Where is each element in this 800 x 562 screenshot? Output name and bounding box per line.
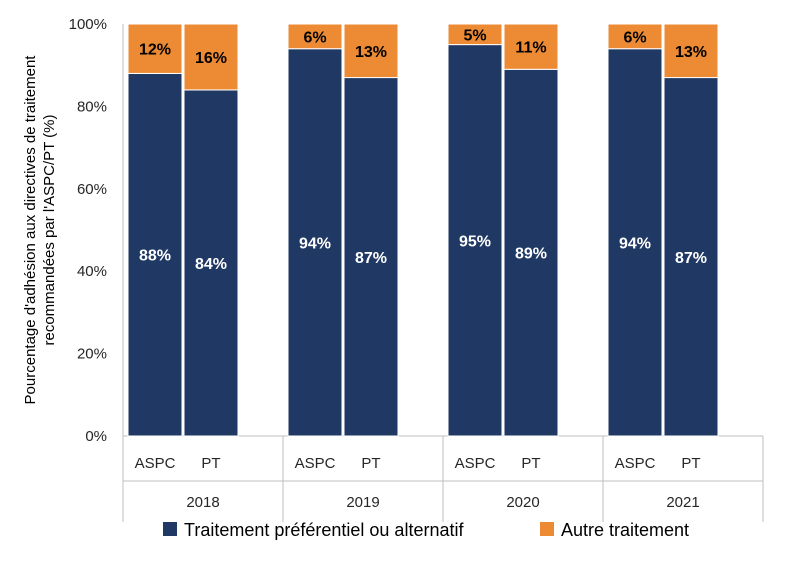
x-category-label: ASPC: [135, 455, 176, 472]
legend-swatch: [163, 522, 177, 536]
data-label: 11%: [515, 40, 546, 57]
data-label: 84%: [195, 256, 227, 273]
bar-segment: [503, 68, 559, 437]
data-label: 94%: [619, 235, 651, 252]
bars: 88% 12% 84% 16% 94% 6% 87% 13% 95% 5% 89% 11% 94% 6% 8…: [127, 23, 719, 437]
x-category-label: PT: [201, 455, 220, 472]
bar-segment: [503, 23, 559, 70]
x-group-label: 2020: [506, 494, 539, 511]
bar-segment: [287, 48, 343, 437]
y-axis-title-line: recommandées par l'ASPC/PT (%): [41, 114, 58, 345]
data-label: 6%: [303, 29, 326, 46]
x-category-label: PT: [361, 455, 380, 472]
bar-segment: [287, 23, 343, 50]
x-category-label: ASPC: [295, 455, 336, 472]
data-label: 89%: [515, 246, 547, 263]
y-tick-label: 100%: [69, 16, 107, 33]
data-label: 5%: [463, 27, 486, 44]
data-label: 87%: [355, 250, 387, 267]
y-axis-title: Pourcentage d'adhésion aux directives de…: [22, 55, 58, 405]
x-category-label: ASPC: [615, 455, 656, 472]
data-label: 95%: [459, 233, 491, 250]
y-tick-label: 0%: [85, 428, 107, 445]
y-tick-label: 60%: [77, 181, 107, 198]
bar-segment: [183, 23, 239, 91]
data-label: 13%: [355, 44, 387, 61]
data-label: 6%: [623, 29, 646, 46]
data-label: 12%: [139, 42, 171, 59]
y-tick-label: 40%: [77, 263, 107, 280]
bar-segment: [607, 23, 663, 50]
y-tick-label: 20%: [77, 346, 107, 363]
legend-swatch: [540, 522, 554, 536]
x-group-label: 2018: [186, 494, 219, 511]
bar-segment: [183, 89, 239, 437]
x-category-label: ASPC: [455, 455, 496, 472]
data-label: 13%: [675, 44, 707, 61]
bar-segment: [607, 48, 663, 437]
bar-segment: [127, 72, 183, 437]
bar-segment: [663, 23, 719, 79]
y-axis-title-text: Pourcentage d'adhésion aux directives de…: [22, 55, 58, 405]
legend: Traitement préférentiel ou alternatif Aut…: [163, 520, 689, 540]
data-label: 94%: [299, 235, 331, 252]
data-label: 16%: [195, 50, 227, 67]
x-category-label: PT: [521, 455, 540, 472]
x-group-label: 2021: [666, 494, 699, 511]
x-group-label: 2019: [346, 494, 379, 511]
bar-segment: [447, 23, 503, 46]
y-axis-ticks: 0% 20% 40% 60% 80% 100%: [69, 16, 107, 445]
y-axis-title-line: Pourcentage d'adhésion aux directives de…: [22, 55, 39, 405]
bar-segment: [127, 23, 183, 74]
y-tick-label: 80%: [77, 98, 107, 115]
bar-segment: [447, 44, 503, 437]
data-label: 88%: [139, 248, 171, 265]
x-category-label: PT: [681, 455, 700, 472]
legend-label: Autre traitement: [561, 520, 689, 540]
data-label: 87%: [675, 250, 707, 267]
bar-segment: [343, 23, 399, 79]
x-axis-labels: ASPC PT 2018 ASPC PT 2019 ASPC PT 2020 ASPC PT 2021: [135, 455, 701, 511]
legend-label: Traitement préférentiel ou alternatif: [184, 520, 464, 540]
